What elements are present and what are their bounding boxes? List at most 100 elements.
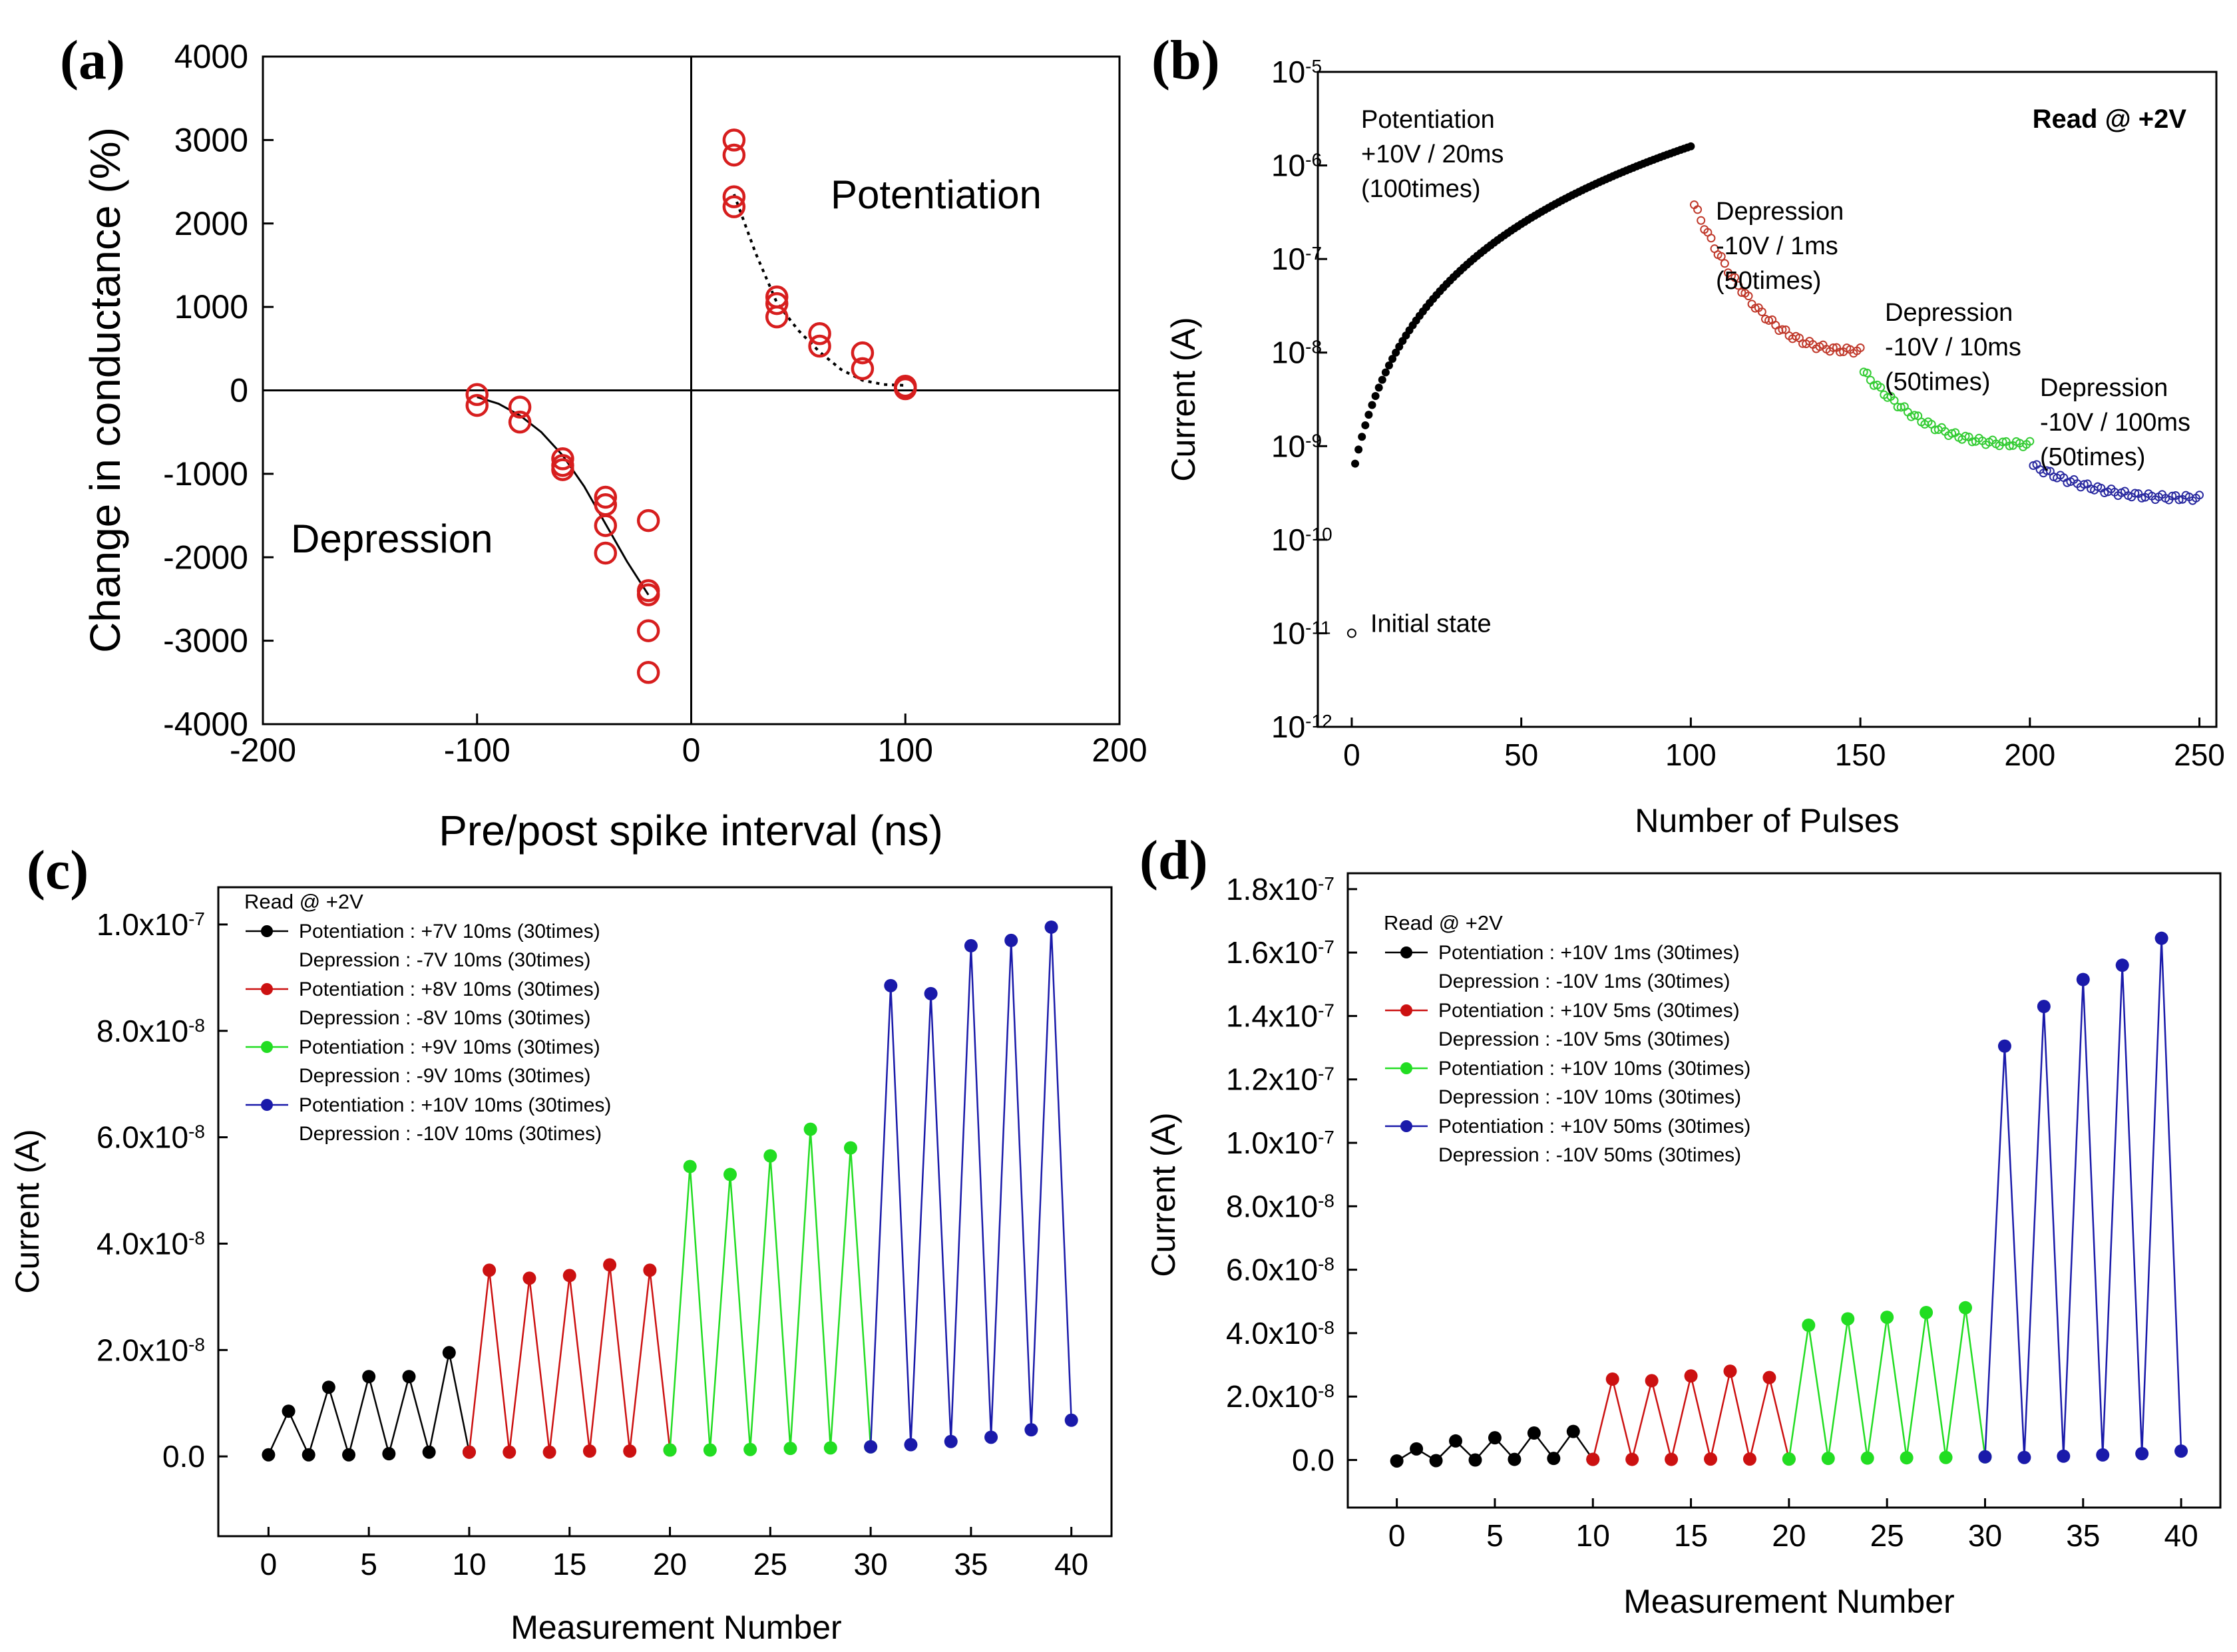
y-tick-label: 8.0x10-8 bbox=[97, 1014, 205, 1048]
data-point bbox=[1687, 142, 1695, 150]
plot-frame-d bbox=[1346, 872, 2222, 1509]
y-tick-label: 1.2x10-7 bbox=[1226, 1062, 1334, 1097]
data-point bbox=[1880, 1311, 1894, 1325]
data-point bbox=[964, 938, 978, 952]
data-point bbox=[1744, 292, 1753, 301]
x-tick-label: 100 bbox=[1665, 737, 1717, 772]
data-point bbox=[2174, 495, 2184, 505]
data-point bbox=[2115, 958, 2129, 972]
data-point bbox=[594, 514, 618, 537]
plot-frame-b bbox=[1317, 71, 2218, 728]
legend-marker bbox=[1400, 1004, 1412, 1016]
legend-depression-text: Depression : -10V 10ms (30times) bbox=[1438, 1086, 1741, 1108]
legend-depression-text: Depression : -10V 50ms (30times) bbox=[1438, 1144, 1741, 1166]
x-tick-label: 30 bbox=[1968, 1518, 2002, 1553]
data-point bbox=[1757, 307, 1766, 316]
y-tick-label: 3000 bbox=[174, 121, 248, 158]
series-line bbox=[268, 1352, 471, 1458]
data-point bbox=[2076, 972, 2090, 986]
data-point bbox=[663, 1443, 677, 1457]
data-point bbox=[1586, 1452, 1600, 1466]
data-point bbox=[465, 383, 489, 407]
legend-marker bbox=[1400, 1062, 1412, 1074]
data-point bbox=[924, 986, 938, 1000]
fit-curve-potentiation bbox=[732, 194, 906, 387]
data-point bbox=[1920, 1305, 1933, 1319]
y-tick-label: -2000 bbox=[163, 538, 248, 576]
data-point bbox=[2079, 480, 2089, 489]
data-point bbox=[1388, 355, 1397, 363]
data-point bbox=[582, 1444, 596, 1458]
data-point bbox=[1998, 437, 2007, 447]
legend-depression-text: Depression : -7V 10ms (30times) bbox=[299, 949, 591, 971]
series-annotation: (100times) bbox=[1361, 175, 1481, 203]
x-tick-label: 250 bbox=[2174, 737, 2225, 772]
series-annotation: -10V / 1ms bbox=[1716, 232, 1838, 260]
y-tick-label: 10-11 bbox=[1271, 616, 1331, 650]
data-point bbox=[2025, 437, 2035, 446]
data-point bbox=[2135, 1446, 2149, 1460]
data-point bbox=[542, 1445, 556, 1459]
data-point bbox=[594, 485, 618, 509]
data-point bbox=[1064, 1413, 1078, 1427]
data-point bbox=[342, 1448, 356, 1462]
data-point bbox=[1947, 429, 1957, 438]
y-tick-label: 10-9 bbox=[1271, 429, 1322, 463]
legend-potentiation-text: Potentiation : +10V 10ms (30times) bbox=[299, 1094, 611, 1116]
y-tick-label: -1000 bbox=[163, 455, 248, 493]
x-tick-label: 15 bbox=[1674, 1518, 1708, 1553]
data-point bbox=[462, 1445, 476, 1459]
data-point bbox=[808, 321, 831, 345]
data-point bbox=[1488, 1431, 1502, 1445]
data-point bbox=[1358, 433, 1366, 441]
data-point bbox=[1351, 459, 1360, 468]
y-tick-label: 2.0x10-8 bbox=[1226, 1379, 1334, 1414]
y-tick-label: 1.0x10-7 bbox=[97, 907, 205, 942]
series-line bbox=[669, 1129, 872, 1450]
x-tick-label: 200 bbox=[2004, 737, 2055, 772]
data-point bbox=[2005, 441, 2014, 451]
data-point bbox=[843, 1141, 857, 1155]
data-point bbox=[722, 195, 746, 218]
data-point bbox=[1910, 411, 1920, 420]
data-point bbox=[2168, 491, 2177, 501]
data-point bbox=[984, 1430, 998, 1444]
data-point bbox=[944, 1434, 958, 1448]
series-line bbox=[1984, 938, 2182, 1458]
data-point bbox=[851, 357, 875, 381]
data-point bbox=[1605, 1372, 1619, 1386]
x-tick-label: 5 bbox=[1486, 1518, 1504, 1553]
data-point bbox=[1392, 348, 1400, 357]
data-point bbox=[362, 1370, 376, 1384]
legend-potentiation-text: Potentiation : +10V 1ms (30times) bbox=[1438, 942, 1740, 964]
data-point bbox=[1361, 421, 1370, 429]
initial-state-point bbox=[1346, 628, 1356, 638]
legend-marker bbox=[261, 983, 273, 995]
x-tick-label: 20 bbox=[653, 1547, 687, 1581]
data-point bbox=[703, 1443, 717, 1457]
y-tick-label: 10-12 bbox=[1271, 710, 1332, 744]
y-tick-label: 10-7 bbox=[1271, 242, 1322, 276]
legend-depression-text: Depression : -10V 5ms (30times) bbox=[1438, 1028, 1730, 1050]
data-point bbox=[2174, 1444, 2188, 1458]
data-point bbox=[1876, 383, 1886, 392]
data-point bbox=[1354, 445, 1363, 454]
y-tick-label: 0.0 bbox=[162, 1439, 205, 1474]
x-tick-label: 35 bbox=[2066, 1518, 2100, 1553]
read-condition-label: Read @ +2V bbox=[2033, 104, 2187, 134]
data-point bbox=[522, 1271, 536, 1285]
data-point bbox=[1371, 392, 1380, 401]
data-point bbox=[1836, 347, 1845, 357]
x-tick-label: 10 bbox=[1576, 1518, 1610, 1553]
data-point bbox=[636, 619, 660, 642]
data-point bbox=[422, 1445, 436, 1459]
x-tick-label: 0 bbox=[1343, 737, 1360, 772]
panel-a: -200 -100 0 100 200-4000-3000-2000-100001000… bbox=[60, 29, 1147, 855]
x-tick-label: 10 bbox=[452, 1547, 486, 1581]
data-point bbox=[1693, 205, 1703, 214]
data-point bbox=[643, 1263, 657, 1277]
panel-b: 0 50 100 150 200 250 10-12 10-11 10-10 10-9 10-8 10… bbox=[1151, 29, 2225, 839]
data-point bbox=[1566, 1424, 1580, 1438]
data-point bbox=[2154, 931, 2168, 945]
data-point bbox=[551, 458, 574, 481]
